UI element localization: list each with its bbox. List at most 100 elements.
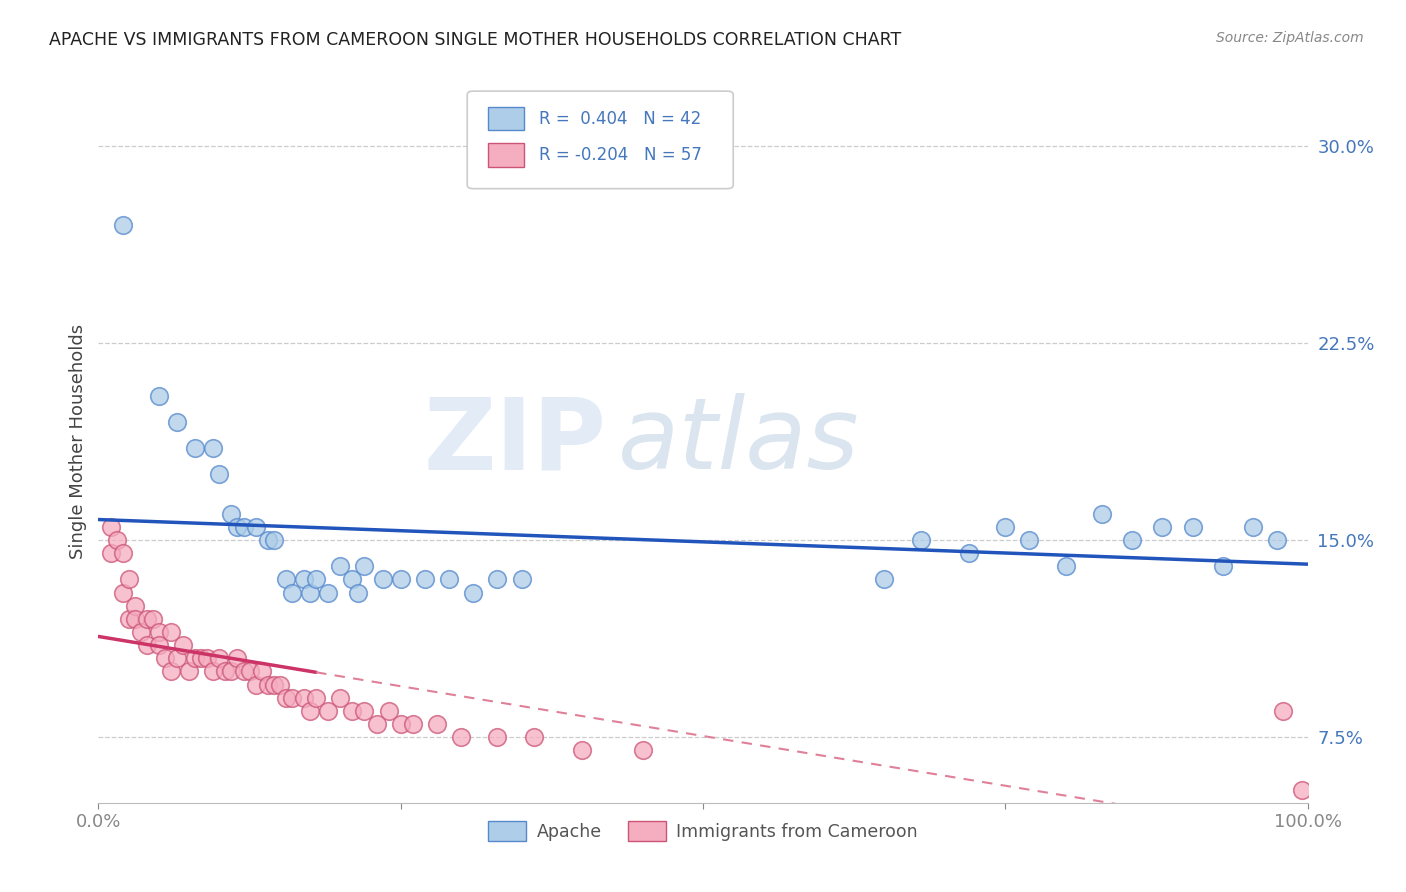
Point (1152, 520, 1174, 534)
Point (571, 743, 593, 757)
Point (329, 690, 352, 705)
Text: Source: ZipAtlas.com: Source: ZipAtlas.com (1216, 31, 1364, 45)
Point (166, 415, 188, 429)
Point (371, 573, 394, 587)
Point (292, 690, 315, 705)
Point (190, 651, 212, 665)
Point (269, 677, 291, 691)
Point (299, 704, 322, 718)
Text: R =  0.404   N = 42: R = 0.404 N = 42 (538, 110, 700, 128)
Point (129, 625, 152, 640)
Point (1212, 559, 1234, 574)
Point (1272, 704, 1295, 718)
Point (413, 573, 436, 587)
Point (208, 467, 231, 482)
Point (366, 717, 388, 731)
Point (142, 612, 165, 626)
Point (1241, 520, 1264, 534)
Y-axis label: Single Mother Households: Single Mother Households (69, 324, 87, 559)
Point (256, 533, 278, 547)
Point (450, 730, 472, 744)
Point (153, 651, 176, 665)
Point (1291, 782, 1313, 797)
Legend: Apache, Immigrants from Cameroon: Apache, Immigrants from Cameroon (481, 814, 925, 848)
Point (208, 651, 231, 665)
Point (305, 573, 328, 587)
Point (232, 520, 254, 534)
Point (316, 585, 339, 599)
Point (202, 441, 225, 455)
Point (274, 573, 297, 587)
Point (1267, 533, 1289, 547)
Point (160, 665, 183, 679)
Point (166, 651, 188, 665)
Point (135, 638, 157, 652)
Point (631, 743, 654, 757)
Point (263, 677, 285, 691)
Point (342, 704, 364, 718)
Point (329, 559, 352, 574)
Point (160, 625, 183, 640)
Point (124, 599, 146, 613)
Point (463, 585, 485, 599)
Point (263, 533, 285, 547)
Point (172, 638, 194, 652)
Point (353, 559, 375, 574)
Point (510, 573, 533, 587)
Point (245, 520, 267, 534)
Point (135, 612, 157, 626)
Point (437, 573, 460, 587)
Point (342, 573, 364, 587)
Point (118, 612, 141, 626)
Text: ZIP: ZIP (423, 393, 606, 490)
Point (994, 520, 1017, 534)
Point (202, 665, 225, 679)
Point (389, 717, 412, 731)
Point (245, 677, 267, 691)
Point (353, 704, 375, 718)
Point (148, 625, 170, 640)
Point (1054, 559, 1077, 574)
Point (426, 717, 449, 731)
Point (299, 585, 322, 599)
FancyBboxPatch shape (488, 107, 524, 130)
Point (221, 665, 243, 679)
Point (184, 651, 207, 665)
Point (179, 665, 201, 679)
Point (105, 533, 128, 547)
Point (214, 665, 236, 679)
Point (523, 730, 546, 744)
Point (148, 388, 170, 402)
Point (292, 573, 315, 587)
Point (195, 651, 218, 665)
Point (274, 690, 297, 705)
Text: atlas: atlas (619, 393, 860, 490)
Point (402, 717, 425, 731)
Point (100, 546, 122, 560)
Point (226, 651, 249, 665)
Point (347, 585, 370, 599)
Point (281, 585, 304, 599)
Point (256, 677, 278, 691)
Point (1091, 507, 1114, 521)
Point (239, 665, 262, 679)
Point (1121, 533, 1143, 547)
Point (389, 573, 412, 587)
Point (232, 665, 254, 679)
Point (1181, 520, 1204, 534)
FancyBboxPatch shape (488, 143, 524, 167)
Point (910, 533, 932, 547)
Point (250, 665, 273, 679)
Point (305, 690, 328, 705)
Point (1018, 533, 1040, 547)
Point (486, 730, 509, 744)
Point (124, 612, 146, 626)
Point (118, 573, 141, 587)
Point (316, 704, 339, 718)
FancyBboxPatch shape (467, 91, 734, 189)
Text: R = -0.204   N = 57: R = -0.204 N = 57 (538, 145, 702, 164)
Point (221, 507, 243, 521)
Point (226, 520, 249, 534)
Point (111, 218, 134, 232)
Point (873, 573, 896, 587)
